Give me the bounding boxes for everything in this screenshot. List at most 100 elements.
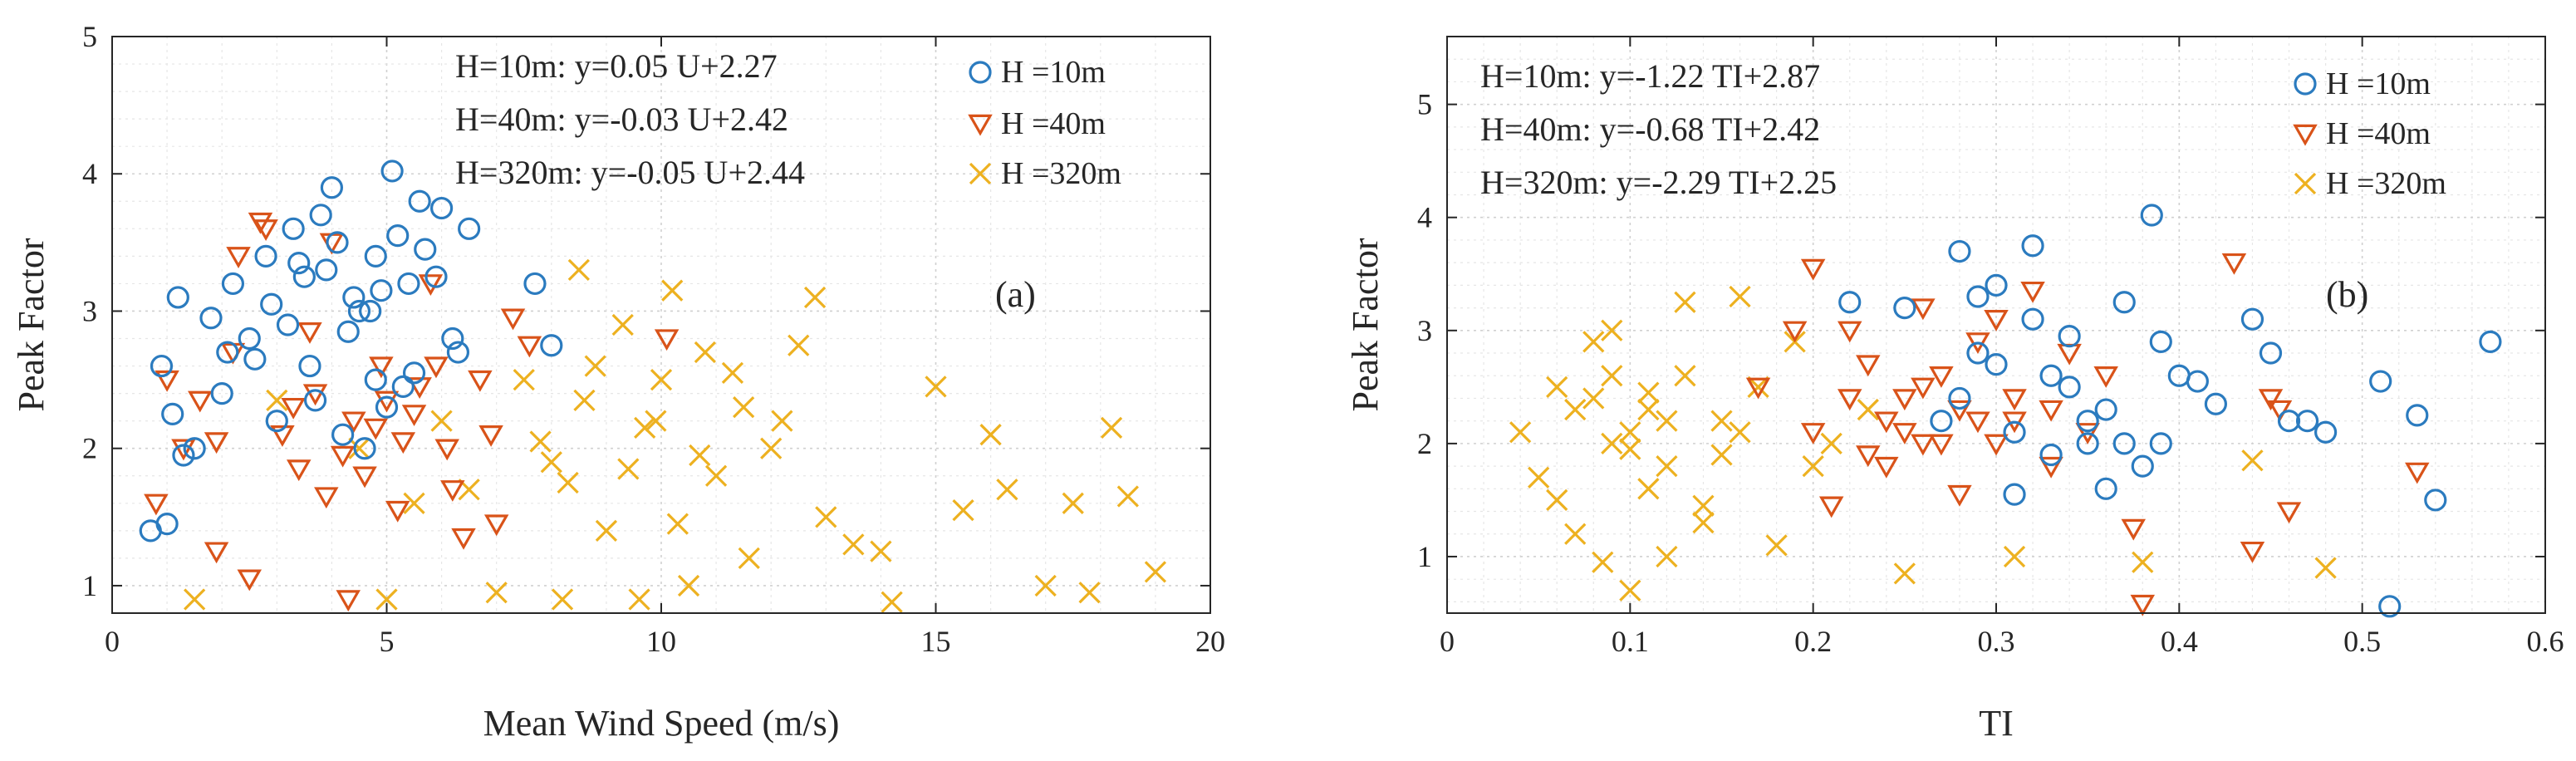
data-point [2130, 594, 2156, 616]
data-point [1509, 421, 1532, 444]
data-point [1948, 386, 1971, 410]
panel-a-x-axis-label: Mean Wind Speed (m/s) [483, 703, 840, 744]
data-point [2002, 411, 2027, 434]
x-tick-label: 20 [1195, 625, 1225, 658]
data-point [645, 410, 667, 432]
series-h-10m [139, 160, 563, 543]
data-point [2121, 518, 2147, 541]
data-point [380, 160, 404, 183]
data-point [2406, 404, 2429, 427]
data-point [199, 307, 223, 330]
data-point [363, 418, 389, 440]
data-point [2221, 253, 2247, 275]
data-point [171, 439, 196, 461]
data-point [654, 329, 680, 351]
x-tick-label: 0 [105, 625, 120, 658]
data-point [2131, 454, 2154, 478]
data-point [2003, 483, 2026, 506]
series-h-320m [1509, 285, 2337, 601]
data-point [1892, 389, 1917, 411]
data-point [1582, 387, 1605, 410]
panel-a-equation-40m: H=40m: y=-0.03 U+2.42 [455, 101, 788, 138]
data-point [359, 299, 382, 323]
data-point [155, 370, 179, 392]
data-point [1911, 377, 1936, 400]
y-tick-label: 4 [82, 157, 97, 190]
data-point [1564, 523, 1587, 545]
data-point [1656, 545, 1678, 568]
data-point [733, 396, 755, 419]
panel-b-equation-40m: H=40m: y=-0.68 TI+2.42 [1480, 110, 1820, 148]
data-point [2076, 410, 2099, 433]
data-point [216, 341, 239, 364]
data-point [440, 480, 465, 502]
data-point [540, 451, 562, 474]
data-point [721, 361, 744, 384]
data-point [1893, 562, 1916, 585]
y-tick-label: 4 [1417, 201, 1432, 234]
data-point [297, 322, 322, 344]
data-point [2149, 330, 2172, 354]
data-point [260, 292, 283, 316]
data-point [2369, 370, 2392, 393]
data-point [1802, 454, 1824, 478]
data-point [183, 437, 206, 460]
data-point [523, 272, 547, 296]
data-point [2240, 541, 2265, 563]
panel-a-data-points [139, 160, 1167, 613]
data-point [342, 286, 366, 309]
data-point [2003, 420, 2026, 444]
data-point [1966, 285, 1990, 308]
data-point [2140, 204, 2163, 227]
data-point [1582, 331, 1605, 353]
data-point [2094, 477, 2117, 500]
data-point [760, 437, 783, 459]
panel-b-y-axis-label: Peak Factor [1345, 238, 1386, 411]
legend-marker [2293, 124, 2318, 146]
data-point [996, 479, 1018, 501]
data-point [1857, 398, 1879, 421]
data-point [2259, 341, 2283, 365]
x-tick-label: 0 [1440, 625, 1455, 658]
series-h-40m [144, 212, 680, 612]
legend-marker [969, 61, 992, 84]
data-point [430, 410, 453, 432]
series-h-320m [184, 258, 1167, 613]
data-point [2149, 432, 2172, 455]
panel-a-legend-markers [968, 61, 993, 185]
data-point [243, 347, 267, 371]
panel-a-equation-320m: H=320m: y=-0.05 U+2.44 [455, 154, 805, 191]
data-point [1062, 492, 1084, 514]
x-tick-label: 0.6 [2527, 625, 2564, 658]
panel-b-legend-label-10m: H =10m [2326, 66, 2431, 101]
data-point [309, 204, 332, 227]
data-point [1116, 485, 1139, 508]
panel-b-legend-markers [2293, 72, 2318, 195]
data-point [788, 334, 810, 356]
data-point [517, 336, 542, 358]
series-h-10m [1838, 204, 2502, 618]
data-point [403, 492, 425, 514]
data-point [347, 299, 371, 323]
data-point [803, 286, 827, 309]
data-point [221, 272, 245, 296]
data-point [330, 445, 356, 468]
panel-b-legend-label-40m: H =40m [2326, 116, 2431, 151]
data-point [2021, 234, 2044, 258]
data-point [2076, 432, 2099, 455]
data-point [204, 542, 229, 564]
data-point [1710, 410, 1733, 432]
panel-b-legend: H =10m H =40m H =320m [2293, 66, 2446, 201]
panel-a-legend: H =10m H =40m H =320m [968, 55, 1121, 191]
data-point [2295, 410, 2319, 433]
data-point [1144, 561, 1167, 583]
data-point [1729, 421, 1751, 444]
data-point [161, 402, 184, 426]
data-point [314, 487, 339, 509]
data-point [1674, 291, 1696, 313]
data-point [401, 405, 427, 427]
data-point [1856, 445, 1881, 468]
panel-b-equations: H=10m: y=-1.22 TI+2.87 H=40m: y=-0.68 TI… [1480, 57, 1837, 201]
data-point [1965, 332, 1990, 355]
x-tick-label: 0.5 [2343, 625, 2381, 658]
